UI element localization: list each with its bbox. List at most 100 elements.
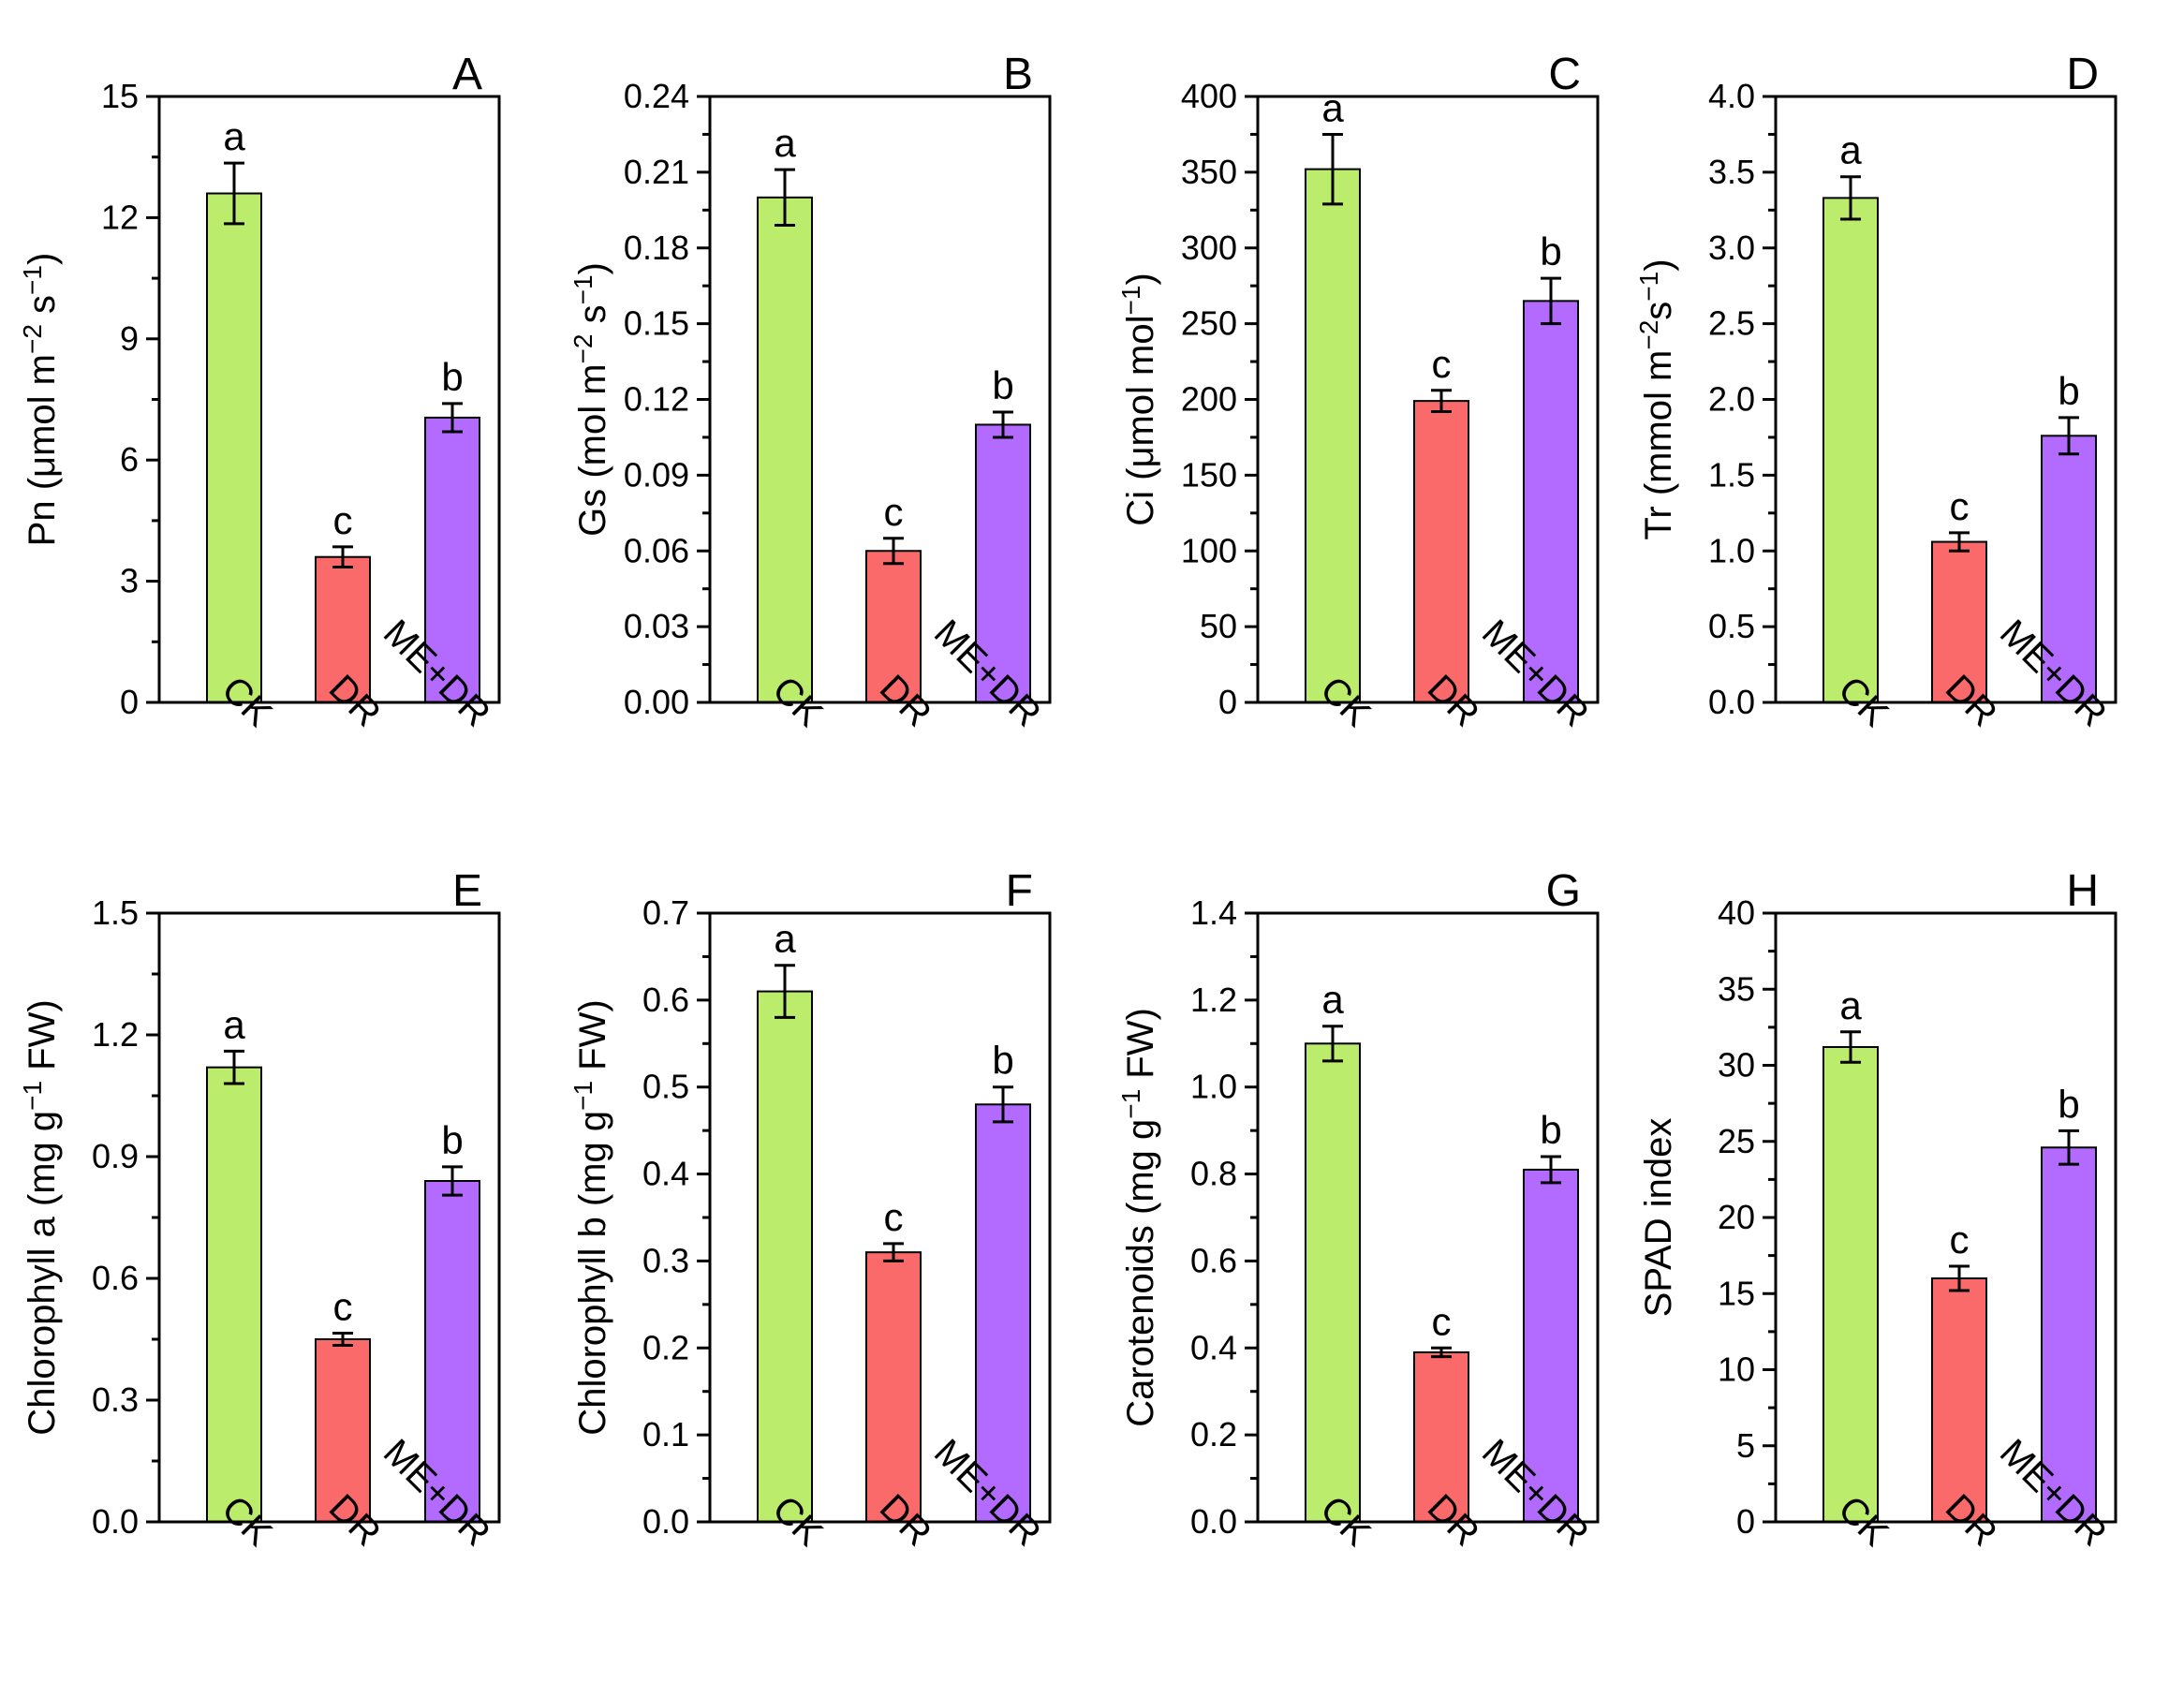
y-tick-label: 0.8 — [1190, 1155, 1237, 1193]
significance-letter-dr: c — [884, 490, 904, 534]
bar-me-dr — [975, 423, 1031, 703]
y-tick-label: 5 — [1736, 1426, 1755, 1465]
y-tick-label: 300 — [1181, 229, 1237, 267]
bar-me-dr — [2041, 1146, 2097, 1523]
y-tick-label: 1.5 — [1708, 455, 1755, 494]
y-tick-label: 4.0 — [1708, 77, 1755, 115]
y-tick-label: 2.0 — [1708, 380, 1755, 419]
y-tick-label: 20 — [1718, 1198, 1755, 1236]
bar-dr — [1413, 400, 1469, 703]
bar-dr — [1931, 540, 1987, 703]
error-bar-ck — [775, 168, 795, 227]
y-axis-label: SPAD index — [1638, 1118, 1679, 1318]
panel-letter: F — [1006, 866, 1033, 916]
y-tick-label: 0.5 — [1708, 607, 1755, 645]
significance-letter-dr: c — [1950, 484, 1970, 528]
bar-ck — [757, 196, 813, 704]
y-tick-label: 0.5 — [642, 1068, 689, 1106]
y-tick-label: 0 — [120, 683, 139, 721]
significance-letter-me-dr: b — [992, 1039, 1013, 1083]
error-bar-me-dr — [1541, 276, 1561, 326]
y-tick-label: 1.0 — [1708, 531, 1755, 569]
y-tick-label: 9 — [120, 319, 139, 358]
y-tick-label: 0.4 — [642, 1155, 689, 1193]
y-tick-label: 12 — [101, 198, 139, 236]
error-bar-dr — [1949, 531, 1970, 553]
y-tick-label: 0.7 — [642, 893, 689, 932]
error-bar-dr — [1431, 1346, 1452, 1359]
y-tick-label: 35 — [1718, 969, 1755, 1008]
significance-letter-ck: a — [774, 121, 796, 165]
panel-letter: A — [452, 50, 482, 99]
significance-letter-ck: a — [774, 917, 796, 961]
y-tick-label: 250 — [1181, 304, 1237, 343]
y-tick-label: 0.9 — [92, 1137, 139, 1175]
panel-g: aCKcDRbME+DR0.00.20.40.60.81.01.21.4Caro… — [1116, 866, 1600, 1555]
error-bar-me-dr — [1541, 1155, 1561, 1185]
significance-letter-dr: c — [1432, 342, 1452, 386]
bar-ck — [1822, 197, 1879, 703]
error-bar-me-dr — [2059, 416, 2079, 456]
y-axis-label: Pn (μmol m−2 s−1) — [18, 253, 63, 547]
error-bar-me-dr — [993, 1085, 1013, 1124]
y-tick-label: 200 — [1181, 380, 1237, 419]
error-bar-dr — [883, 537, 904, 566]
bar-ck — [206, 1066, 262, 1523]
error-bar-me-dr — [442, 1165, 463, 1197]
y-tick-label: 0.21 — [624, 153, 689, 191]
y-tick-label: 1.4 — [1190, 893, 1237, 932]
y-tick-label: 0.0 — [1190, 1502, 1237, 1541]
y-tick-label: 0.1 — [642, 1415, 689, 1454]
y-tick-label: 0.15 — [624, 304, 689, 343]
error-bar-ck — [1322, 132, 1343, 206]
significance-letter-me-dr: b — [441, 1118, 463, 1162]
error-bar-ck — [1322, 1025, 1343, 1063]
y-tick-label: 25 — [1718, 1122, 1755, 1160]
y-tick-label: 1.0 — [1190, 1068, 1237, 1106]
significance-letter-ck: a — [223, 1002, 245, 1046]
panel-letter: H — [2066, 866, 2099, 916]
significance-letter-dr: c — [333, 498, 353, 542]
error-bar-dr — [332, 1332, 353, 1347]
y-tick-label: 15 — [1718, 1274, 1755, 1312]
y-tick-label: 1.2 — [92, 1015, 139, 1054]
y-tick-label: 150 — [1181, 455, 1237, 494]
error-bar-dr — [883, 1242, 904, 1262]
y-tick-label: 0.03 — [624, 607, 689, 645]
significance-letter-me-dr: b — [441, 355, 463, 399]
significance-letter-dr: c — [1950, 1217, 1970, 1262]
significance-letter-dr: c — [333, 1285, 353, 1329]
y-tick-label: 1.2 — [1190, 981, 1237, 1019]
significance-letter-ck: a — [1839, 128, 1862, 172]
y-tick-label: 10 — [1718, 1350, 1755, 1389]
y-tick-label: 0 — [1218, 683, 1237, 721]
panel-letter: B — [1003, 50, 1033, 99]
error-bar-ck — [224, 1049, 244, 1085]
panel-letter: D — [2066, 50, 2099, 99]
significance-letter-me-dr: b — [2058, 369, 2079, 413]
error-bar-me-dr — [442, 402, 463, 434]
y-tick-label: 3.0 — [1708, 229, 1755, 267]
error-bar-dr — [332, 545, 353, 569]
panel-e: aCKcDRbME+DR0.00.30.60.91.21.5Chlorophyl… — [18, 866, 501, 1555]
bar-me-dr — [1523, 1168, 1579, 1524]
y-tick-label: 0.6 — [1190, 1241, 1237, 1279]
panel-letter: C — [1548, 50, 1581, 99]
bar-dr — [865, 1251, 922, 1523]
y-tick-label: 0.6 — [642, 981, 689, 1019]
y-tick-label: 0.0 — [642, 1502, 689, 1541]
bar-ck — [1305, 1042, 1361, 1524]
y-tick-label: 0 — [1736, 1502, 1755, 1541]
y-tick-label: 3.5 — [1708, 153, 1755, 191]
y-tick-label: 0.3 — [92, 1380, 139, 1419]
error-bar-dr — [1949, 1264, 1970, 1292]
bar-me-dr — [1523, 300, 1579, 703]
y-axis-label: Gs (mol m−2 s−1) — [568, 262, 613, 537]
y-tick-label: 350 — [1181, 153, 1237, 191]
significance-letter-me-dr: b — [992, 363, 1013, 407]
significance-letter-dr: c — [884, 1195, 904, 1239]
significance-letter-ck: a — [1321, 978, 1344, 1022]
